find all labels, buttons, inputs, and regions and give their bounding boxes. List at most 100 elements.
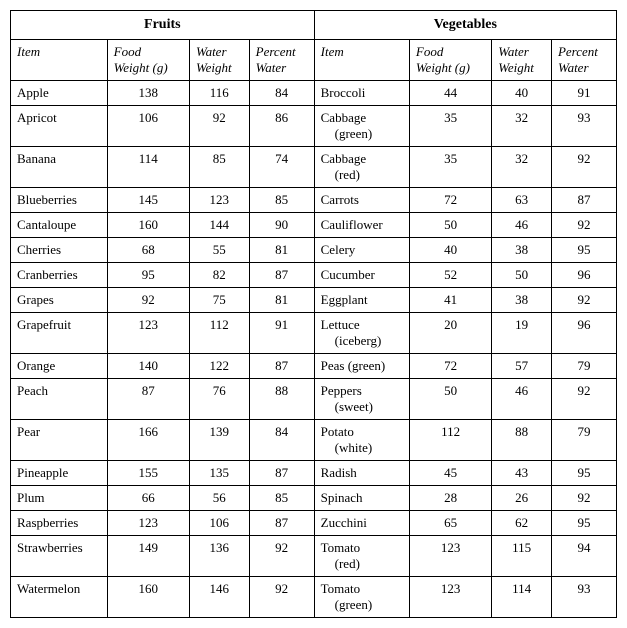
veg-value: 65 [409,511,491,536]
veg-value: 95 [551,461,616,486]
veg-value: 20 [409,313,491,354]
fruit-item: Peach [11,379,108,420]
veg-value: 92 [551,147,616,188]
table-row: Cherries685581Celery403895 [11,238,617,263]
fruit-item: Pear [11,420,108,461]
veg-value: 28 [409,486,491,511]
table-body: Apple13811684Broccoli444091Apricot106928… [11,81,617,618]
veg-item: Spinach [314,486,409,511]
veg-value: 112 [409,420,491,461]
fruit-value: 87 [107,379,189,420]
veg-value: 96 [551,313,616,354]
col-food-weight-fruit: FoodWeight (g) [107,40,189,81]
fruit-value: 87 [249,511,314,536]
fruit-item: Raspberries [11,511,108,536]
table-row: Apricot1069286Cabbage(green)353293 [11,106,617,147]
fruit-value: 87 [249,354,314,379]
fruit-value: 122 [189,354,249,379]
fruit-value: 160 [107,213,189,238]
fruit-value: 84 [249,420,314,461]
veg-value: 50 [409,379,491,420]
column-header-row: Item FoodWeight (g) WaterWeight PercentW… [11,40,617,81]
fruit-value: 85 [189,147,249,188]
veg-value: 40 [492,81,552,106]
veg-item: Cauliflower [314,213,409,238]
fruit-value: 74 [249,147,314,188]
veg-value: 91 [551,81,616,106]
fruit-value: 92 [249,577,314,618]
water-content-table: Fruits Vegetables Item FoodWeight (g) Wa… [10,10,617,618]
veg-value: 79 [551,420,616,461]
col-percent-water-veg: PercentWater [551,40,616,81]
veg-value: 50 [409,213,491,238]
fruit-value: 114 [107,147,189,188]
fruit-value: 84 [249,81,314,106]
col-item-veg: Item [314,40,409,81]
table-row: Banana1148574Cabbage(red)353292 [11,147,617,188]
table-row: Pear16613984Potato(white)1128879 [11,420,617,461]
group-header-vegetables: Vegetables [314,11,616,40]
fruit-value: 91 [249,313,314,354]
veg-value: 79 [551,354,616,379]
veg-value: 32 [492,147,552,188]
veg-value: 43 [492,461,552,486]
veg-value: 35 [409,147,491,188]
fruit-item: Cantaloupe [11,213,108,238]
fruit-item: Grapefruit [11,313,108,354]
fruit-value: 92 [249,536,314,577]
fruit-value: 92 [189,106,249,147]
fruit-item: Strawberries [11,536,108,577]
table-row: Peach877688Peppers(sweet)504692 [11,379,617,420]
veg-value: 87 [551,188,616,213]
fruit-value: 76 [189,379,249,420]
fruit-value: 68 [107,238,189,263]
veg-value: 46 [492,379,552,420]
fruit-item: Cherries [11,238,108,263]
veg-item: Peppers(sweet) [314,379,409,420]
fruit-value: 87 [249,263,314,288]
table-row: Plum665685Spinach282692 [11,486,617,511]
fruit-value: 85 [249,486,314,511]
fruit-value: 166 [107,420,189,461]
fruit-value: 85 [249,188,314,213]
table-row: Orange14012287Peas (green)725779 [11,354,617,379]
veg-value: 57 [492,354,552,379]
fruit-value: 106 [107,106,189,147]
veg-item: Peas (green) [314,354,409,379]
fruit-item: Orange [11,354,108,379]
col-percent-water-fruit: PercentWater [249,40,314,81]
table-row: Blueberries14512385Carrots726387 [11,188,617,213]
fruit-value: 139 [189,420,249,461]
veg-value: 96 [551,263,616,288]
veg-value: 26 [492,486,552,511]
veg-value: 123 [409,536,491,577]
veg-item: Radish [314,461,409,486]
table-row: Strawberries14913692Tomato(red)12311594 [11,536,617,577]
fruit-value: 106 [189,511,249,536]
veg-value: 63 [492,188,552,213]
veg-value: 88 [492,420,552,461]
veg-value: 92 [551,379,616,420]
col-water-weight-veg: WaterWeight [492,40,552,81]
veg-value: 46 [492,213,552,238]
fruit-value: 145 [107,188,189,213]
veg-value: 38 [492,238,552,263]
veg-item: Cabbage(red) [314,147,409,188]
table-row: Cantaloupe16014490Cauliflower504692 [11,213,617,238]
veg-item: Potato(white) [314,420,409,461]
veg-value: 72 [409,188,491,213]
veg-value: 52 [409,263,491,288]
fruit-item: Cranberries [11,263,108,288]
fruit-value: 146 [189,577,249,618]
fruit-value: 90 [249,213,314,238]
fruit-item: Grapes [11,288,108,313]
fruit-value: 82 [189,263,249,288]
table-row: Cranberries958287Cucumber525096 [11,263,617,288]
veg-value: 40 [409,238,491,263]
fruit-value: 155 [107,461,189,486]
fruit-value: 86 [249,106,314,147]
fruit-item: Apricot [11,106,108,147]
veg-value: 93 [551,577,616,618]
fruit-value: 138 [107,81,189,106]
veg-value: 92 [551,288,616,313]
